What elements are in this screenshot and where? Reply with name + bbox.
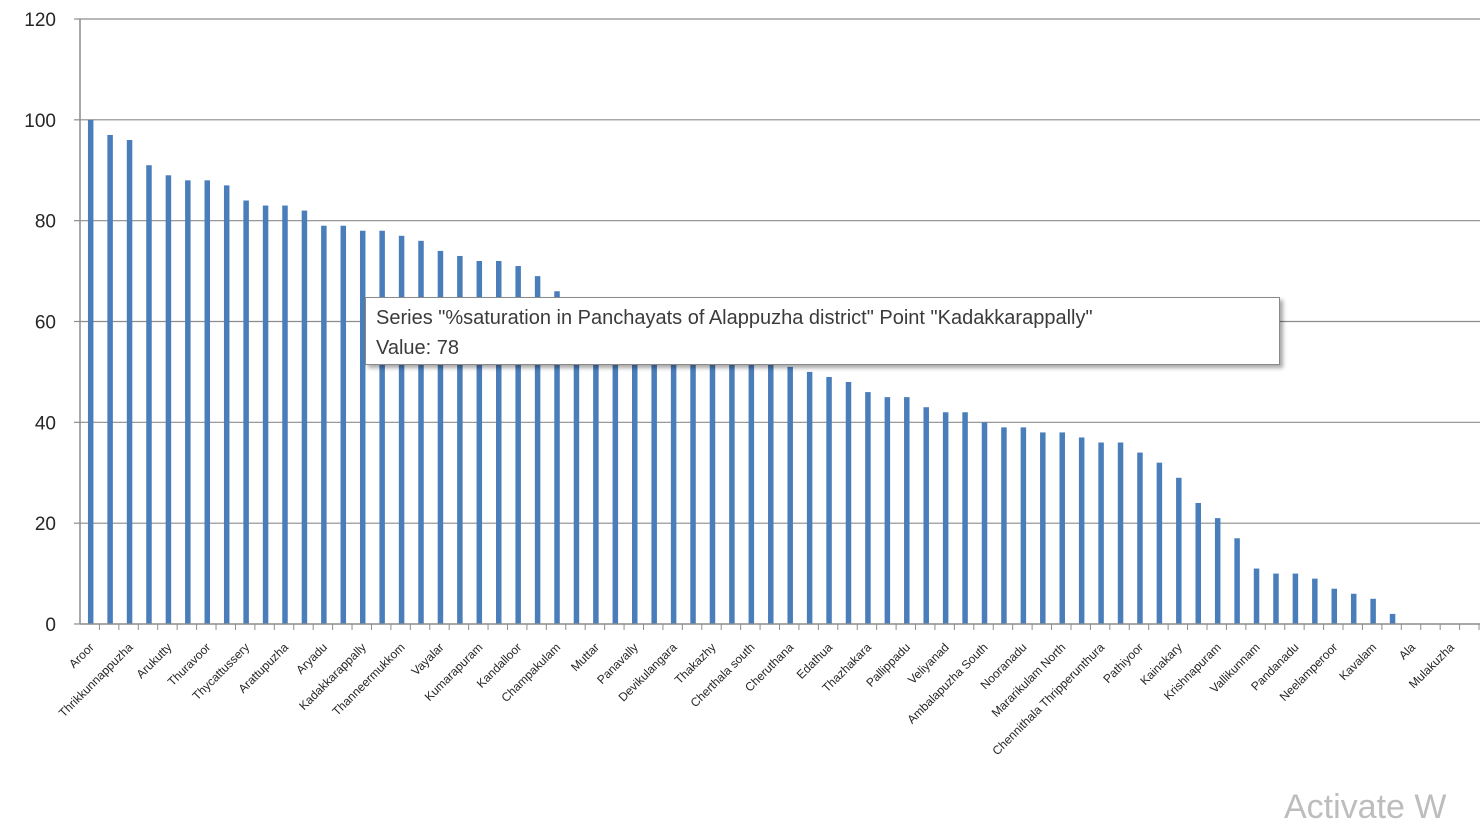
bar[interactable] <box>845 382 852 624</box>
bar[interactable] <box>165 175 172 625</box>
bar[interactable] <box>301 210 308 624</box>
bar[interactable] <box>262 205 269 625</box>
bar[interactable] <box>1040 432 1046 624</box>
bar[interactable] <box>126 140 133 624</box>
tooltip-value-text: Value: 78 <box>376 337 460 359</box>
y-tick-label-100: 100 <box>24 111 56 132</box>
bar[interactable] <box>1273 573 1279 624</box>
bar[interactable] <box>321 225 327 624</box>
bar[interactable] <box>1176 477 1182 624</box>
bar[interactable] <box>904 397 910 625</box>
bar[interactable] <box>981 422 988 624</box>
bar[interactable] <box>223 185 230 625</box>
bar[interactable] <box>1292 573 1299 624</box>
bar[interactable] <box>729 351 735 624</box>
bar[interactable] <box>1098 442 1104 625</box>
bar[interactable] <box>748 356 755 624</box>
bar[interactable] <box>1331 588 1338 624</box>
axes <box>74 18 1480 630</box>
bar[interactable] <box>554 291 560 624</box>
bar[interactable] <box>865 392 871 624</box>
bar[interactable] <box>243 200 249 625</box>
bar[interactable] <box>709 346 716 624</box>
bar[interactable] <box>1059 432 1065 624</box>
bar[interactable] <box>107 134 113 624</box>
bar[interactable] <box>942 412 949 624</box>
bar[interactable] <box>1234 538 1240 624</box>
x-tick-label: Ala <box>1396 640 1418 662</box>
bar[interactable] <box>1389 613 1396 624</box>
bar[interactable] <box>437 250 444 625</box>
x-tick-label: Aroor <box>66 640 97 671</box>
bar[interactable] <box>670 336 677 625</box>
data-point-tooltip: Series "%saturation in Panchayats of Ala… <box>365 297 1280 365</box>
bar[interactable] <box>534 276 541 625</box>
y-tick-label-20: 20 <box>35 514 56 535</box>
bar[interactable] <box>1253 568 1260 624</box>
bar[interactable] <box>826 376 832 624</box>
bar[interactable] <box>1001 427 1007 625</box>
bar[interactable] <box>146 165 152 624</box>
bar[interactable] <box>884 397 891 625</box>
y-tick-label-0: 0 <box>45 615 56 636</box>
bar[interactable] <box>1195 503 1202 624</box>
x-tick-label: Thanneermukkom <box>329 640 407 718</box>
bar[interactable] <box>340 225 347 624</box>
y-tick-label-120: 120 <box>24 10 56 31</box>
bar[interactable] <box>359 230 366 624</box>
activate-windows-watermark: Activate W <box>1284 788 1447 826</box>
bar[interactable] <box>1370 598 1376 624</box>
bars <box>87 119 1396 625</box>
x-tick-label: Kadakkarappally <box>296 640 369 713</box>
bar[interactable] <box>962 412 968 624</box>
y-tick-label-60: 60 <box>35 313 56 334</box>
bar[interactable] <box>632 326 638 624</box>
bar[interactable] <box>1312 578 1318 625</box>
bar[interactable] <box>185 180 191 624</box>
bar[interactable] <box>476 261 483 624</box>
x-tick-label: Aryadu <box>293 640 330 677</box>
bar[interactable] <box>457 255 463 624</box>
bar[interactable] <box>1156 462 1163 624</box>
tooltip-series-text: Series "%saturation in Panchayats of Ala… <box>376 307 1093 329</box>
bar[interactable] <box>573 301 580 624</box>
gridlines <box>80 18 1480 524</box>
bar[interactable] <box>87 119 94 624</box>
bar[interactable] <box>204 180 211 624</box>
bar[interactable] <box>1350 593 1357 624</box>
x-tick-label: Thrikkunnappuzha <box>56 640 136 720</box>
bar[interactable] <box>282 205 288 625</box>
bar[interactable] <box>651 331 657 624</box>
bar[interactable] <box>1020 427 1027 625</box>
x-tick-label: Muttar <box>568 640 602 674</box>
bar[interactable] <box>923 407 929 624</box>
bar[interactable] <box>612 321 619 625</box>
y-tick-label-80: 80 <box>35 212 56 233</box>
bar[interactable] <box>418 240 424 624</box>
bar[interactable] <box>690 341 696 624</box>
bar[interactable] <box>593 311 599 624</box>
x-tick-label: Vayalar <box>409 640 447 678</box>
y-tick-label-40: 40 <box>35 413 56 434</box>
bar[interactable] <box>398 235 405 625</box>
bar[interactable] <box>495 261 502 624</box>
bar[interactable] <box>1078 437 1085 624</box>
bar[interactable] <box>379 230 385 624</box>
bar[interactable] <box>787 366 793 625</box>
x-tick-label: Kavalam <box>1336 640 1379 683</box>
bar[interactable] <box>1214 518 1221 625</box>
labels: 020406080100120AroorThrikkunnappuzhaAruk… <box>24 10 1457 758</box>
bar[interactable] <box>806 371 813 624</box>
bar[interactable] <box>1137 452 1143 624</box>
bar[interactable] <box>515 266 521 624</box>
bar[interactable] <box>1117 442 1124 625</box>
bar[interactable] <box>768 361 774 624</box>
